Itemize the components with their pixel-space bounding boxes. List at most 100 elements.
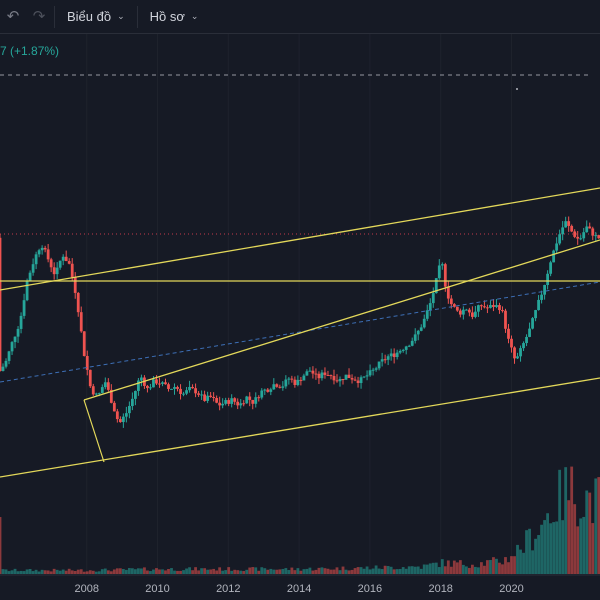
candle-body [40,247,44,251]
volume-bar [371,568,375,574]
volume-bar [152,569,155,574]
volume-bar [368,569,372,574]
candle-body [537,299,540,311]
candle-body [215,397,219,403]
price-chart[interactable]: 2008 2010 2012 2014 2016 2018 2020 [0,34,600,600]
volume-bar [519,549,522,574]
volume-bar [498,562,501,574]
candle-body [446,286,450,299]
trendline-lower-channel[interactable] [0,377,600,478]
volume-bar [410,566,414,574]
volume-bar [194,567,197,574]
volume-bar [176,570,179,574]
volume-bar [287,570,291,574]
candle-body [531,318,534,329]
x-axis: 2008 2010 2012 2014 2016 2018 2020 [74,583,523,595]
candle-body [146,385,149,389]
candle-body [407,345,411,347]
candle-body [103,382,107,388]
chart-menu-button[interactable]: Biểu đồ ⌄ [61,4,131,30]
volume-bar [329,569,333,574]
volume-bar [528,528,531,574]
chevron-down-icon: ⌄ [117,11,125,21]
candle-body [224,400,228,404]
candle-body [170,388,173,390]
volume-bar [522,552,525,574]
x-tick-label: 2020 [499,583,523,595]
candle-body [212,396,216,398]
volume-bar [239,570,243,574]
volume-bar [103,568,107,574]
candle-body [242,403,246,405]
volume-bar [275,569,279,574]
volume-bar [579,518,583,574]
candle-body [176,387,179,389]
redo-icon[interactable]: ↷ [32,7,46,25]
candle-body [100,387,104,394]
candle-body [67,261,71,264]
volume-bar [100,569,104,574]
volume-bar [467,567,471,574]
x-tick-label: 2016 [358,583,382,595]
volume-bar [344,569,348,574]
candle-body [209,395,213,397]
volume-bar [22,571,26,574]
undo-icon[interactable]: ↶ [6,7,20,25]
candle-body [185,390,188,394]
volume-bar [576,526,580,574]
candle-body [263,389,267,391]
candle-body [431,293,435,304]
candle-body [13,336,17,343]
volume-bar [323,568,327,574]
volume-bar [43,570,47,574]
candle-body [543,285,547,295]
volume-bar [449,566,453,574]
candle-body [25,280,29,301]
volume-bar [143,567,146,574]
trendline-upper-channel[interactable] [0,187,600,291]
candle-body [449,298,453,305]
candle-body [558,234,562,244]
candle-body [152,379,155,388]
candle-body [10,342,14,352]
candle-body [251,399,255,404]
candle-body [510,338,513,348]
volume-bar [558,469,562,574]
candle-body [1,366,5,371]
volume-bar [516,544,519,574]
volume-bar [383,565,387,574]
candle-body [203,394,207,401]
volume-bar [332,569,336,574]
candle-body [7,351,11,361]
volume-bar [106,570,110,574]
volume-bar [161,569,164,574]
candle-body [269,389,273,392]
volume-bar [377,568,381,574]
volume-bar [374,565,378,574]
volume-bar [413,566,417,574]
candle-body [248,396,252,400]
candle-body [473,311,477,317]
candle-body [480,305,483,307]
candle-body [525,336,528,344]
volume-bar [85,571,89,574]
chart-menu-label: Biểu đồ [67,9,112,24]
candle-body [124,413,128,417]
volume-bar [353,568,357,574]
profile-menu-button[interactable]: Hồ sơ ⌄ [144,4,205,30]
volume-bar [573,504,577,574]
candle-body [464,309,468,311]
candle-body [167,384,170,389]
volume-bar [486,560,489,574]
volume-bar [155,568,158,574]
volume-bar [206,569,210,574]
x-tick-label: 2014 [287,583,311,595]
volume-bar [79,569,83,574]
volume-bar [422,564,426,574]
candle-body [519,348,522,357]
candle-body [4,360,8,367]
volume-bar [362,568,366,574]
candle-body [311,370,315,374]
candle-body [52,267,56,275]
trendline-mid-channel[interactable] [83,239,600,401]
